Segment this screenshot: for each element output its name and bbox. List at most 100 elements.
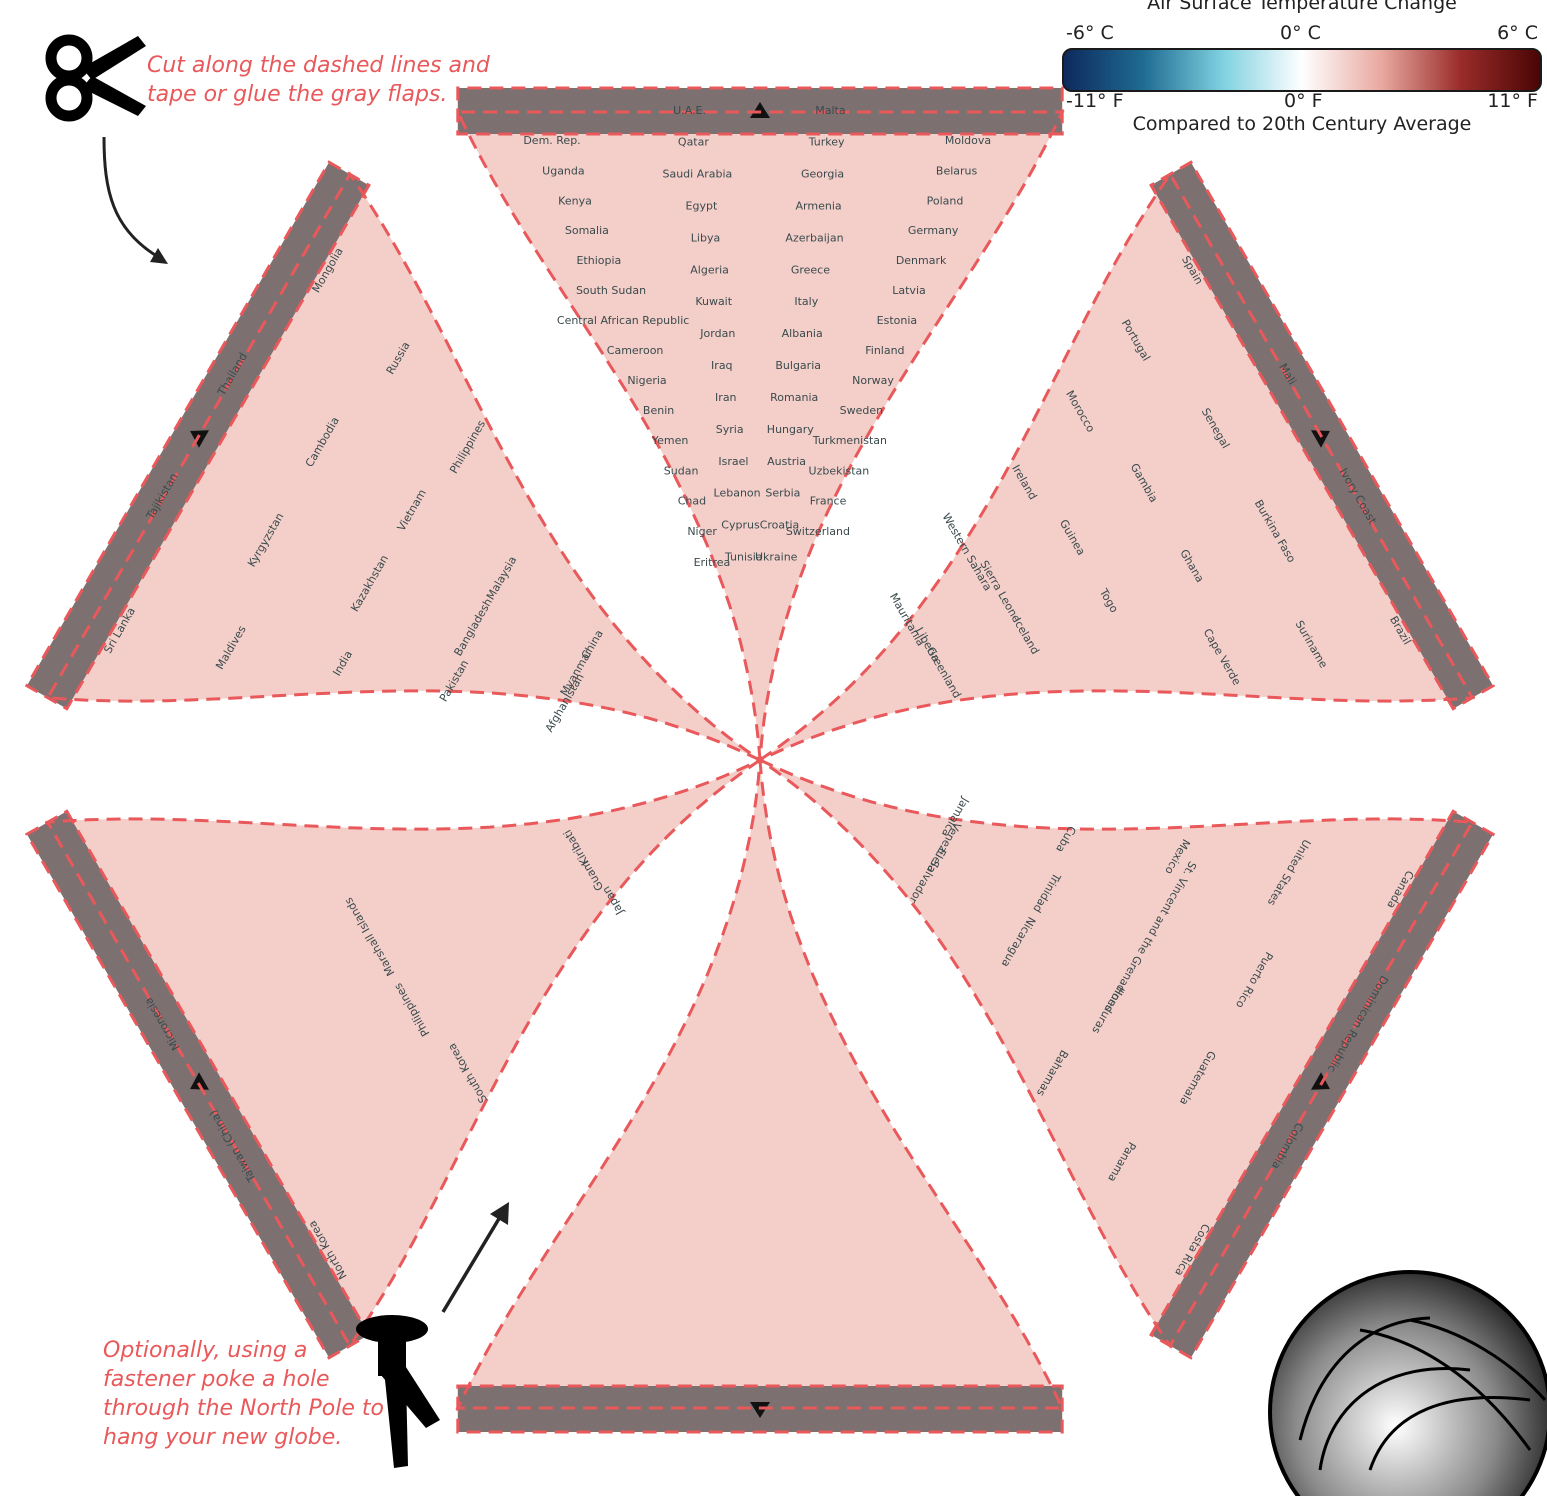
country-label: Niger [687,525,717,538]
cut-line [456,1384,1064,1434]
cut-instructions: Cut along the dashed lines and tape or g… [147,53,490,107]
legend-fahrenheit-max: 11° F [1487,90,1538,112]
country-label: Hungary [767,423,814,436]
country-label: Somalia [565,224,609,237]
country-label: Finland [865,344,904,357]
country-label: Switzerland [786,525,850,538]
flap-arrow-icon [750,102,770,118]
cut-line [24,160,371,711]
country-label: Georgia [801,168,844,181]
legend-celsius-max: 6° C [1497,22,1538,44]
cut-line [759,758,1475,1349]
country-label: Azerbaijan [785,231,843,244]
country-label: Germany [908,224,959,237]
country-label: Jordan [699,327,735,340]
country-label: Romania [770,391,818,404]
gore-atlantic [760,174,1473,761]
country-label: Nigeria [627,374,666,387]
country-label: Sweden [840,404,883,417]
hang-instructions: Optionally, using a fastener poke a hole… [103,1338,384,1450]
country-label: Malta [815,104,845,117]
country-label: Dem. Rep. [523,134,580,147]
country-label: Belarus [936,164,978,177]
country-label: Austria [767,455,806,468]
cut-line [455,759,1065,1410]
country-label: Greece [791,263,830,276]
country-label: Kenya [558,194,592,207]
country-label: Israel [718,455,748,468]
flap-arrow-icon [1311,1072,1330,1090]
country-label: Sudan [664,464,699,477]
country-label: Iraq [711,359,733,372]
temperature-legend: Air Surface Temperature Change -6° C 0° … [1062,0,1542,140]
country-label: Bulgaria [775,359,821,372]
legend-fahrenheit-mid: 0° F [1284,90,1323,112]
country-label: Cyprus [721,519,760,532]
country-label: Saudi Arabia [662,168,732,181]
country-label: Italy [794,295,818,308]
cut-line [24,809,371,1360]
country-label: Poland [927,194,964,207]
cut-line [1149,160,1496,711]
country-label: Egypt [686,200,718,213]
country-label: Norway [852,374,894,387]
straight-arrow-icon [441,1202,509,1313]
country-label: Qatar [678,136,709,149]
fastener-icon [356,1315,440,1468]
scissors-icon [45,34,146,122]
legend-celsius-min: -6° C [1066,22,1114,44]
country-label: Serbia [765,487,800,500]
country-label: South Sudan [576,284,646,297]
country-label: Ukraine [755,551,798,564]
flap-arrow-icon [190,1072,209,1090]
legend-subtitle: Compared to 20th Century Average [1132,113,1472,135]
country-label: Moldova [945,134,991,147]
country-label: France [810,495,847,508]
assembled-globe-icon [1268,1270,1547,1496]
country-label: Lebanon [714,487,761,500]
country-label: Benin [643,404,674,417]
country-label: Cameroon [607,344,664,357]
gore-africa [457,112,1063,760]
country-label: Armenia [796,200,842,213]
cut-line [1149,809,1496,1360]
flap-arrow-icon [1311,430,1330,448]
country-label: Yemen [651,434,689,447]
cut-line [45,758,761,1349]
cut-line [456,86,1064,136]
cut-line [455,110,1065,761]
country-label: Central African Republic [557,314,689,327]
country-label: Uganda [542,164,584,177]
country-label: Iran [715,391,737,404]
cut-line [759,171,1475,762]
legend-fahrenheit-min: -11° F [1066,90,1124,112]
country-label: Latvia [892,284,926,297]
country-label: Chad [678,495,706,508]
country-label: Uzbekistan [809,464,870,477]
curved-arrow-icon [102,136,168,264]
gore-pacific-west [47,760,760,1346]
gore-pacific-east [457,760,1063,1408]
country-label: Estonia [877,314,918,327]
country-label: Albania [782,327,823,340]
gore-asia [47,174,760,761]
country-label: Libya [691,231,720,244]
cut-line [45,171,761,762]
country-label: Kuwait [695,295,732,308]
legend-title: Air Surface Temperature Change [1147,0,1457,14]
country-label: Algeria [690,263,729,276]
flap-arrow-icon [190,430,209,448]
country-label: Croatia [760,519,800,532]
country-label: U.A.E. [673,104,706,117]
country-label: Tunisia [724,551,763,564]
flap-arrow-icon [750,1402,770,1418]
country-label: Eritrea [694,556,731,569]
legend-celsius-mid: 0° C [1280,22,1321,44]
legend-color-bar [1062,48,1542,92]
gore-americas [760,760,1473,1346]
country-label: Syria [716,423,744,436]
country-label: Ethiopia [576,254,621,267]
country-label: Turkey [808,136,845,149]
country-label: Turkmenistan [812,434,887,447]
